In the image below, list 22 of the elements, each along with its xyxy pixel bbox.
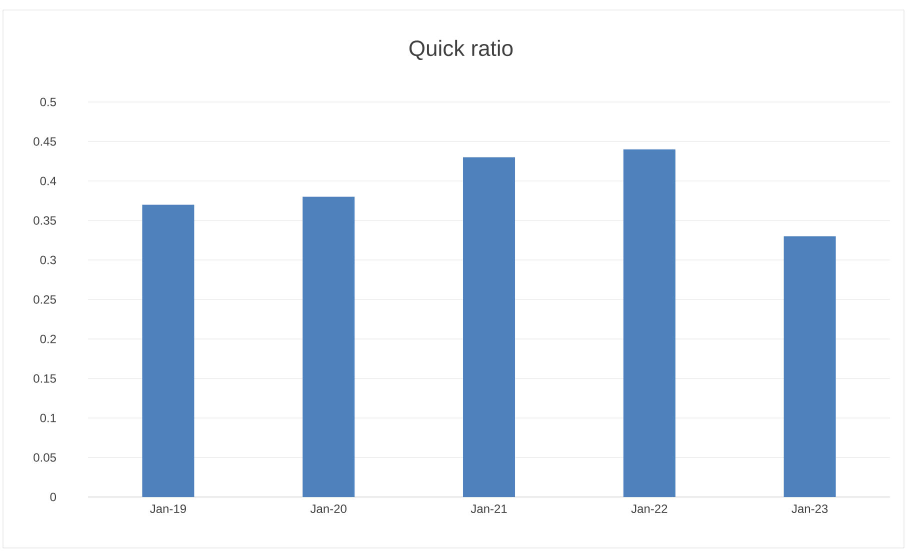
bar: [463, 157, 515, 497]
x-tick-label: Jan-21: [470, 504, 507, 514]
chart-title: Quick ratio: [409, 40, 513, 60]
y-tick-label: 0.05: [34, 453, 56, 462]
x-tick-label: Jan-22: [631, 504, 668, 514]
x-tick-label: Jan-20: [310, 504, 346, 514]
y-tick-label: 0.35: [34, 216, 56, 225]
y-tick-label: 0.45: [34, 137, 56, 146]
bar: [784, 236, 836, 497]
y-tick-label: 0: [50, 492, 56, 502]
y-tick-label: 0.15: [34, 374, 56, 383]
y-tick-label: 0.2: [40, 334, 56, 344]
y-tick-label: 0.25: [34, 295, 56, 304]
bar: [302, 196, 355, 497]
x-tick-label: Jan-23: [792, 504, 828, 514]
x-tick-label: Jan-19: [150, 504, 186, 514]
bar: [142, 204, 194, 497]
y-tick-label: 0.1: [40, 414, 56, 422]
bar: [623, 149, 676, 497]
y-tick-label: 0.5: [40, 98, 56, 106]
y-tick-label: 0.4: [40, 176, 56, 186]
y-tick-label: 0.3: [40, 256, 56, 264]
